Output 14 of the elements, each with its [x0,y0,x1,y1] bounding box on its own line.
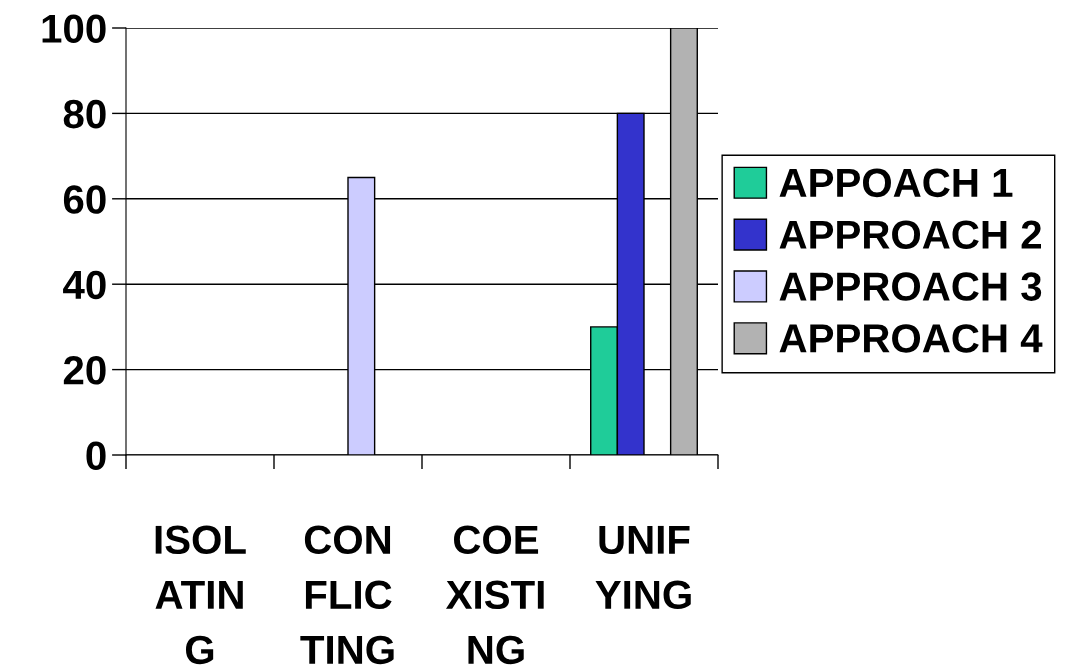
legend-label: APPROACH 4 [779,324,1043,353]
x-tick-label: ISOL ATIN G [155,525,246,665]
y-tick-label: 20 [63,356,106,385]
x-tick-label: COE XISTI NG [446,525,544,665]
y-tick-label: 60 [63,185,106,214]
legend-label: APPROACH 3 [779,272,1042,301]
x-tick-label: CON FLIC TING [300,525,394,665]
x-tick-label: UNIF YING [595,525,691,610]
y-tick-label: 40 [63,270,106,300]
y-tick-label: 0 [86,441,106,470]
legend-label: APPOACH 1 [779,168,1013,198]
legend-label: APPROACH 2 [779,220,1041,249]
y-tick-label: 100 [42,14,106,43]
y-tick-label: 80 [63,99,106,129]
